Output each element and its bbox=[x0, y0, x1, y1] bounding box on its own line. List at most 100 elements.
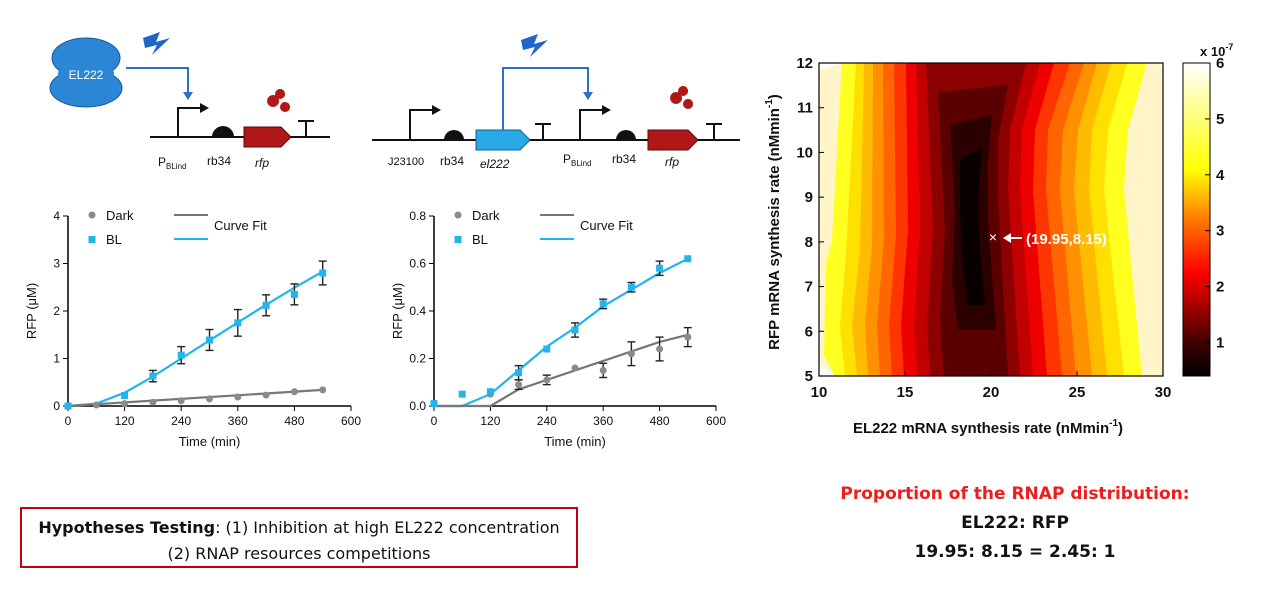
legend-bl-marker bbox=[454, 236, 462, 243]
legend-fit-label: Curve Fit bbox=[580, 218, 633, 233]
bl-point bbox=[571, 326, 579, 334]
bl-point bbox=[177, 351, 185, 359]
dark-point bbox=[319, 386, 327, 394]
colorbar-tick-label: 1 bbox=[1216, 334, 1224, 351]
legend-fit-label: Curve Fit bbox=[214, 218, 267, 233]
x-tick-label: 15 bbox=[897, 384, 914, 401]
dark-point bbox=[206, 395, 213, 403]
x-tick-label: 120 bbox=[115, 414, 135, 428]
promoter-icon bbox=[579, 109, 604, 140]
circuit-diagram-right: J23100 rb34 el222 PBLind rb34 rfp bbox=[372, 34, 740, 171]
y-tick-label: 1 bbox=[53, 352, 60, 366]
colorbar-tick-label: 5 bbox=[1216, 111, 1224, 128]
el222-protein-icon: EL222 bbox=[49, 37, 123, 108]
bl-point bbox=[656, 264, 664, 272]
rfp-time-course-chart-2: 0 120 240 360 480 600 0.0 0.2 0.4 0.6 0.8 Time (min… bbox=[390, 208, 726, 449]
x-tick-label: 480 bbox=[650, 414, 670, 428]
heatmap-xlabel: EL222 mRNA synthesis rate (nMmin-1) bbox=[853, 418, 1123, 437]
hypotheses-line-1: Hypotheses Testing: (1) Inhibition at hi… bbox=[22, 518, 576, 537]
bl-point bbox=[486, 388, 494, 396]
terminator-icon bbox=[706, 123, 722, 140]
bl-point bbox=[430, 400, 438, 408]
legend-bl-label: BL bbox=[472, 232, 488, 247]
x-tick-label: 600 bbox=[341, 414, 361, 428]
dark-point bbox=[149, 398, 157, 406]
bl-point bbox=[149, 372, 157, 380]
bl-point bbox=[121, 392, 129, 400]
el222-gene-icon bbox=[475, 129, 531, 151]
x-tick-label: 480 bbox=[284, 414, 304, 428]
bl-point bbox=[206, 336, 213, 344]
bl-point bbox=[599, 300, 607, 308]
x-tick-label: 240 bbox=[171, 414, 191, 428]
protein-label: EL222 bbox=[69, 68, 104, 82]
rfp-protein-icon bbox=[670, 86, 694, 109]
rbs-label: rb34 bbox=[207, 154, 231, 168]
y-tick-label: 0.6 bbox=[409, 257, 426, 271]
bl-point bbox=[543, 345, 551, 353]
y-tick-label: 3 bbox=[53, 257, 60, 271]
heatmap-axes: 10 15 20 25 30 5 6 7 8 9 10 11 12 bbox=[796, 55, 1171, 401]
hypotheses-label: Hypotheses Testing bbox=[38, 518, 216, 537]
dark-point bbox=[599, 366, 607, 374]
x-tick-label: 600 bbox=[706, 414, 726, 428]
x-tick-label: 25 bbox=[1069, 384, 1086, 401]
promoter-label: PBLind bbox=[563, 152, 591, 168]
rfp-gene-icon bbox=[243, 126, 292, 148]
lightning-icon bbox=[521, 34, 548, 57]
x-tick-label: 10 bbox=[811, 384, 828, 401]
y-tick-label: 2 bbox=[53, 304, 60, 318]
x-tick-label: 0 bbox=[65, 414, 72, 428]
y-tick-label: 7 bbox=[805, 279, 813, 296]
dark-point bbox=[543, 376, 551, 384]
y-tick-label: 6 bbox=[805, 323, 813, 340]
y-tick-label: 0.4 bbox=[409, 304, 426, 318]
x-tick-label: 30 bbox=[1155, 384, 1172, 401]
rbs-label: rb34 bbox=[440, 154, 464, 168]
circuit-diagram-left: EL222 PBLind rb34 rfp bbox=[49, 32, 330, 171]
legend-bl-marker bbox=[88, 236, 96, 243]
dark-point bbox=[177, 397, 185, 405]
bl-point bbox=[684, 255, 692, 263]
rbs-icon bbox=[616, 130, 636, 140]
bl-point bbox=[458, 390, 466, 398]
y-tick-label: 9 bbox=[805, 189, 813, 206]
terminator-icon bbox=[298, 120, 314, 137]
dark-point bbox=[121, 400, 129, 408]
bl-point bbox=[290, 290, 298, 298]
gene-label: rfp bbox=[665, 155, 679, 169]
hypotheses-text-1: : (1) Inhibition at high EL222 concentra… bbox=[215, 518, 560, 537]
lightning-icon bbox=[143, 32, 170, 55]
hypotheses-text-2: (2) RNAP resources competitions bbox=[167, 544, 431, 563]
curve-fit-line bbox=[434, 333, 689, 408]
y-tick-label: 0.0 bbox=[409, 399, 426, 413]
legend-dark-marker bbox=[454, 211, 462, 219]
proportion-value: 19.95: 8.15 = 2.45: 1 bbox=[914, 542, 1116, 562]
dark-point bbox=[571, 364, 579, 372]
heatmap-contours bbox=[819, 63, 1163, 376]
curve-fit-line bbox=[67, 270, 324, 408]
bl-point bbox=[515, 369, 523, 377]
promoter-icon bbox=[177, 107, 202, 137]
x-tick-label: 0 bbox=[431, 414, 438, 428]
y-tick-label: 8 bbox=[805, 234, 813, 251]
dark-point bbox=[515, 381, 523, 389]
bl-point bbox=[234, 319, 242, 327]
bl-point bbox=[627, 283, 635, 291]
dark-point bbox=[656, 345, 664, 353]
dark-point bbox=[234, 393, 242, 401]
dark-point bbox=[262, 391, 270, 399]
colorbar-tick-label: 6 bbox=[1216, 55, 1224, 72]
legend-dark-label: Dark bbox=[472, 208, 500, 223]
y-tick-label: 5 bbox=[805, 368, 813, 385]
y-tick-label: 0.2 bbox=[409, 352, 426, 366]
bl-point bbox=[64, 402, 72, 410]
legend-dark-marker bbox=[88, 211, 96, 219]
colorbar-ticks: 1 2 3 4 5 6 bbox=[1205, 55, 1225, 351]
y-tick-label: 4 bbox=[53, 209, 60, 223]
dark-point bbox=[92, 401, 100, 409]
legend-dark-label: Dark bbox=[106, 208, 134, 223]
y-axis-label: RFP (μM) bbox=[390, 283, 405, 339]
minimum-point-label: (19.95,8.15) bbox=[1026, 231, 1107, 248]
